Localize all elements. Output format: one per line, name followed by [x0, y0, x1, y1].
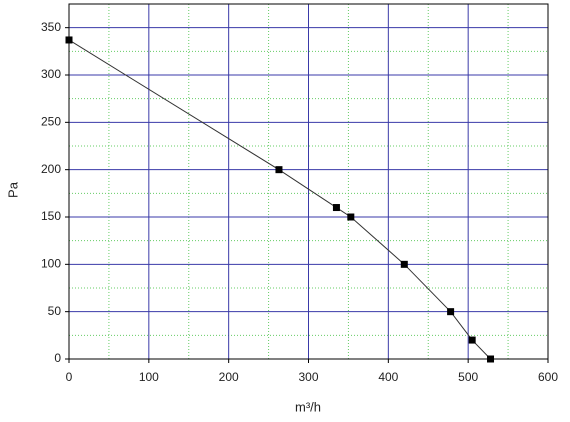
x-tick-label: 100	[139, 370, 159, 384]
data-point	[65, 36, 73, 44]
data-point	[332, 204, 340, 212]
y-tick-label: 250	[41, 115, 61, 129]
data-point	[347, 213, 355, 221]
x-tick-label: 500	[458, 370, 478, 384]
data-point	[487, 355, 495, 363]
y-tick-label: 300	[41, 67, 61, 81]
x-tick-label: 300	[298, 370, 318, 384]
x-tick-label: 400	[378, 370, 398, 384]
data-point	[447, 308, 455, 316]
y-tick-label: 350	[41, 20, 61, 34]
y-tick-label: 200	[41, 162, 61, 176]
data-point	[468, 336, 476, 344]
y-tick-label: 150	[41, 209, 61, 223]
y-tick-label: 100	[41, 257, 61, 271]
x-tick-label: 600	[538, 370, 558, 384]
y-tick-label: 50	[48, 304, 62, 318]
y-axis-title: Pa	[5, 181, 20, 198]
data-point	[275, 166, 283, 174]
plot-frame	[68, 3, 549, 360]
series-line	[68, 39, 491, 360]
data-point	[400, 260, 408, 268]
x-tick-label: 0	[66, 370, 73, 384]
x-tick-label: 200	[219, 370, 239, 384]
y-tick-label: 0	[54, 351, 61, 365]
x-axis-title: m³/h	[295, 399, 321, 414]
